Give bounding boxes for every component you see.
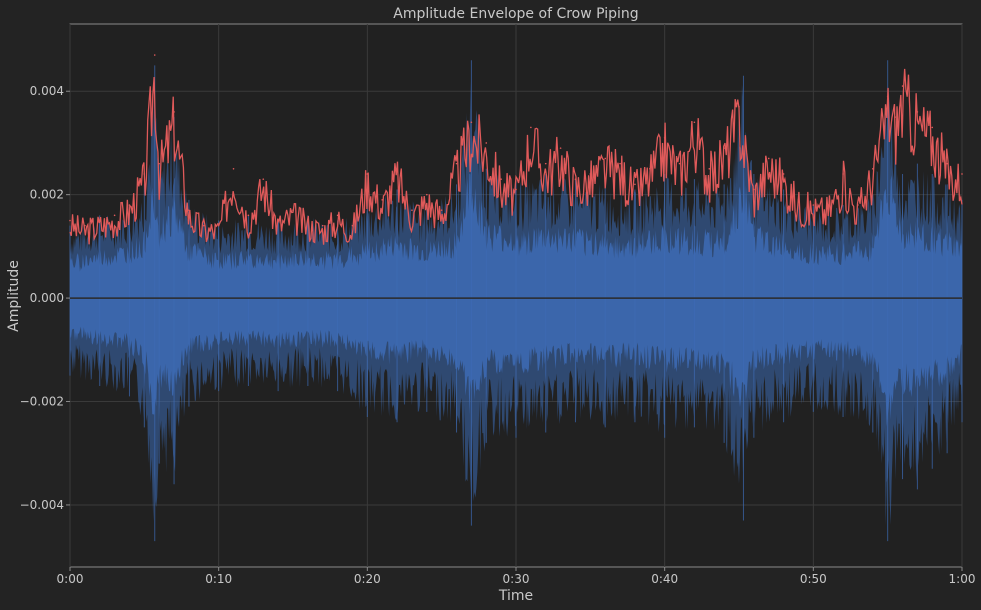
chart-title: Amplitude Envelope of Crow Piping [393, 6, 638, 22]
envelope-point [857, 204, 859, 206]
envelope-point [500, 178, 502, 180]
envelope-point [894, 116, 896, 118]
envelope-point [916, 111, 919, 113]
envelope-point [812, 204, 815, 206]
envelope-point [515, 188, 517, 191]
envelope-point [277, 219, 279, 222]
envelope-point [351, 224, 354, 227]
envelope-point [426, 193, 428, 196]
envelope-point [589, 173, 592, 175]
envelope-point [619, 162, 621, 165]
y-tick-label: 0.000 [30, 291, 64, 305]
x-axis-ticks: 0:00 0:10 0:20 0:30 0:40 0:50 1:00 [57, 567, 976, 586]
envelope-point [113, 214, 116, 217]
envelope-point [143, 173, 146, 175]
envelope-point [753, 188, 755, 191]
envelope-point [307, 219, 309, 222]
envelope-point [203, 224, 205, 227]
x-tick-label: 0:00 [57, 572, 84, 586]
envelope-point [173, 111, 175, 113]
x-tick-label: 0:10 [205, 572, 232, 586]
envelope-point [366, 173, 369, 175]
envelope-point [128, 204, 131, 206]
envelope-point [544, 162, 547, 165]
envelope-point [69, 219, 71, 222]
envelope-point [455, 162, 458, 165]
envelope-point [886, 95, 889, 98]
envelope-point [232, 168, 235, 170]
envelope-point [485, 142, 488, 144]
envelope-point [411, 209, 413, 211]
envelope-point [604, 157, 606, 160]
envelope-point [153, 54, 156, 56]
envelope-point [158, 162, 160, 165]
envelope-point [188, 209, 190, 211]
envelope-point [663, 136, 666, 139]
envelope-point [678, 162, 681, 165]
envelope-point [574, 178, 577, 180]
y-axis-ticks: 0.004 0.002 0.000 −0.002 −0.004 [20, 84, 70, 512]
x-tick-label: 0:40 [651, 572, 678, 586]
envelope-point [738, 105, 740, 108]
envelope-point [396, 168, 398, 170]
amplitude-envelope [69, 54, 963, 245]
envelope-point [262, 178, 265, 180]
envelope-point [767, 157, 770, 160]
y-tick-label: 0.004 [30, 84, 64, 98]
x-tick-label: 0:50 [800, 572, 827, 586]
x-tick-label: 1:00 [949, 572, 976, 586]
envelope-point [827, 204, 829, 206]
envelope-point [247, 214, 250, 217]
envelope-point [842, 173, 844, 175]
envelope-point [292, 209, 294, 211]
envelope-point [336, 214, 339, 217]
envelope-point [872, 168, 874, 170]
envelope-point [98, 219, 101, 222]
envelope-point [649, 168, 651, 170]
envelope-point [321, 224, 324, 227]
envelope-point [470, 121, 473, 124]
envelope-point [559, 147, 562, 149]
y-tick-label: −0.002 [20, 395, 64, 409]
envelope-point [782, 173, 785, 175]
envelope-line [69, 68, 963, 245]
x-axis-label: Time [498, 588, 533, 604]
envelope-point [708, 168, 711, 170]
envelope-point [530, 126, 532, 129]
envelope-point [381, 199, 384, 201]
y-tick-label: 0.002 [30, 188, 64, 202]
envelope-point [217, 224, 220, 227]
envelope-point [634, 183, 636, 186]
envelope-point [723, 147, 725, 149]
envelope-point [797, 199, 800, 201]
envelope-point [440, 209, 443, 211]
envelope-point [961, 173, 963, 175]
envelope-point [931, 126, 934, 129]
envelope-point [693, 121, 696, 124]
envelope-point [901, 85, 904, 87]
x-tick-label: 0:20 [354, 572, 381, 586]
y-tick-label: −0.004 [20, 498, 64, 512]
y-axis-label: Amplitude [6, 260, 22, 332]
envelope-point [84, 224, 86, 227]
envelope-point [946, 162, 948, 165]
x-tick-label: 0:30 [503, 572, 530, 586]
